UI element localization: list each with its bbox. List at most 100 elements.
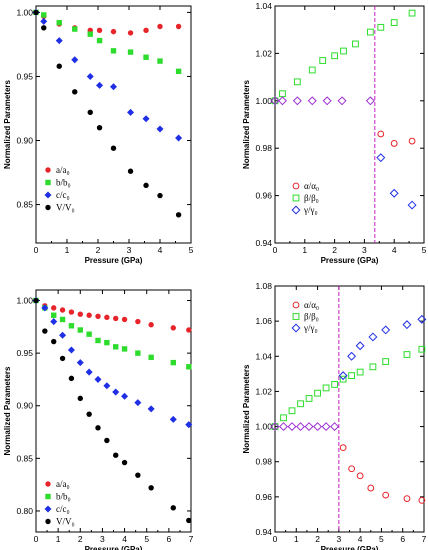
legend: a/a₀ b/b₀ c/c₀ V/V₀	[44, 479, 75, 527]
legend-label: γ/γ₀	[303, 323, 318, 333]
data-point	[143, 54, 149, 60]
data-point	[87, 31, 93, 37]
y-tick-label: 0.90	[16, 401, 33, 411]
x-tick-label: 2	[96, 245, 101, 255]
data-point	[143, 182, 149, 189]
data-point	[148, 322, 154, 328]
data-point	[67, 346, 75, 354]
legend-marker	[292, 182, 300, 190]
legend-label: b/b₀	[56, 178, 71, 188]
legend-label: a/a₀	[56, 479, 70, 489]
x-tick-label: 5	[189, 245, 194, 255]
data-point	[112, 388, 120, 396]
data-point	[121, 316, 128, 323]
legend: α/α₀ β/β₀γ/γ₀	[291, 300, 319, 333]
legend-marker	[291, 205, 301, 215]
data-point	[175, 23, 182, 30]
data-point	[134, 399, 142, 407]
data-point	[157, 192, 163, 199]
legend-marker	[45, 204, 51, 211]
series-V/V₀	[33, 297, 192, 524]
chart-panel-4: 0 1 2 3 4 5 6 7 0.94 0.96 0.98 1.00 1.02 1.04 1.06 1.08…	[242, 281, 427, 550]
data-point	[148, 485, 154, 491]
x-tick-label: 5	[379, 534, 384, 544]
data-point	[356, 472, 364, 480]
data-point	[110, 145, 117, 151]
series-unnamed-3	[270, 96, 375, 106]
y-tick-label: 0.94	[255, 238, 272, 248]
data-point	[339, 375, 347, 383]
data-point	[377, 23, 385, 31]
data-point	[288, 407, 296, 415]
data-point	[340, 47, 347, 55]
legend-marker	[292, 313, 300, 320]
data-point	[304, 422, 314, 432]
data-point	[321, 422, 331, 432]
data-point	[338, 371, 348, 381]
x-tick-label: 4	[122, 534, 127, 544]
legend-marker	[291, 323, 301, 333]
data-point	[104, 314, 110, 321]
data-point	[56, 19, 62, 26]
legend-marker	[292, 194, 300, 202]
data-point	[96, 125, 103, 131]
x-tick-label: 5	[422, 245, 427, 255]
data-point	[319, 57, 327, 64]
x-tick-label: 1	[294, 534, 299, 544]
x-tick-label: 3	[127, 245, 132, 255]
data-point	[175, 212, 182, 218]
data-point	[402, 320, 412, 330]
data-point	[85, 368, 93, 376]
data-point	[95, 313, 101, 320]
data-point	[103, 382, 111, 390]
data-point	[59, 307, 66, 313]
legend-label: β/β₀	[304, 193, 319, 203]
x-tick-label: 2	[78, 534, 83, 544]
data-point	[169, 415, 177, 423]
data-point	[175, 134, 183, 142]
data-point	[68, 309, 75, 315]
data-point	[279, 90, 286, 98]
data-point	[408, 137, 416, 145]
data-point	[407, 200, 417, 210]
data-point	[77, 395, 83, 402]
data-point	[72, 26, 78, 32]
data-point	[76, 359, 84, 367]
data-point	[186, 364, 192, 370]
data-point	[277, 96, 287, 106]
data-point	[86, 72, 94, 80]
x-tick-label: 3	[336, 534, 341, 544]
data-point	[87, 109, 93, 116]
x-tick-label: 1	[56, 534, 61, 544]
legend-marker	[45, 167, 51, 173]
data-point	[86, 312, 92, 318]
x-tick-label: 0	[273, 534, 278, 544]
data-point	[270, 422, 280, 432]
data-point	[135, 472, 141, 478]
data-point	[51, 312, 57, 318]
data-point	[135, 318, 141, 325]
data-point	[96, 81, 104, 89]
data-point	[382, 491, 390, 499]
y-axis-label: Normalized Parameters	[242, 364, 251, 453]
data-point	[170, 359, 176, 366]
data-point	[368, 332, 378, 342]
series-β/β₀	[271, 9, 416, 105]
legend-label: c/c₀	[56, 504, 70, 514]
data-point	[96, 37, 103, 44]
data-point	[72, 89, 78, 95]
data-point	[96, 27, 103, 34]
x-tick-label: 7	[422, 534, 427, 544]
chart-panel-1: 0 1 2 3 4 5 0.85 0.90 0.95 1.00 Pressure (GPa) Norm…	[3, 5, 194, 265]
x-tick-label: 0	[34, 534, 39, 544]
data-point	[331, 381, 339, 388]
data-point	[270, 96, 280, 106]
data-point	[121, 346, 128, 352]
x-tick-label: 2	[315, 534, 320, 544]
x-tick-label: 6	[400, 534, 405, 544]
data-point	[157, 23, 163, 30]
data-point	[307, 96, 317, 106]
data-point	[51, 305, 57, 311]
data-point	[389, 188, 399, 198]
y-axis-label: Normalized Parameters	[242, 79, 251, 168]
